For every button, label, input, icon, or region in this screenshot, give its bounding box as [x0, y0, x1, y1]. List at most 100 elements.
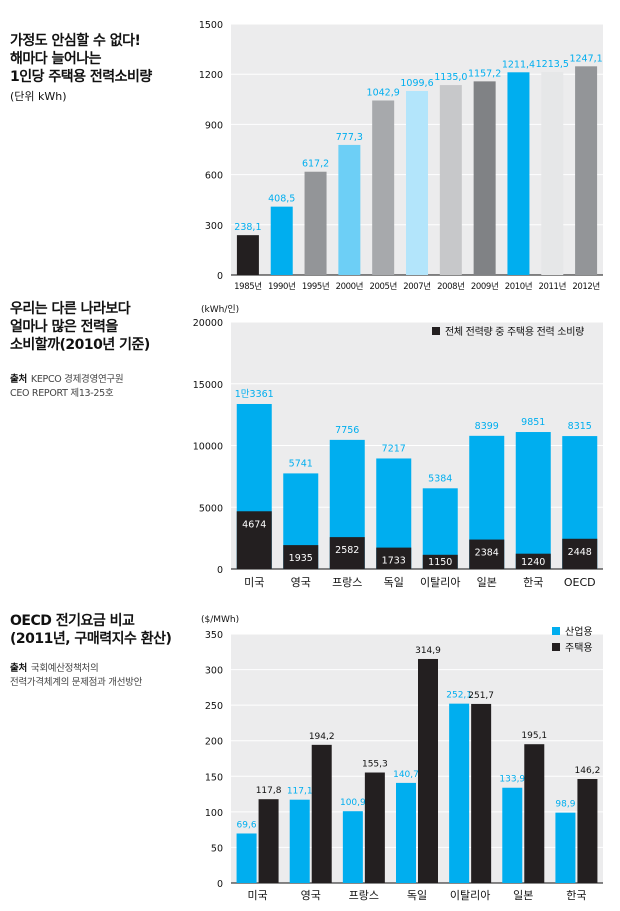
chart3-bar-residential — [418, 658, 438, 883]
chart1-y-tick-label: 1200 — [199, 70, 223, 81]
chart1-bar — [473, 81, 496, 275]
chart3-data-label: 98,9 — [555, 800, 575, 810]
chart1-bar — [507, 72, 530, 276]
chart3-title-line: OECD 전기요금 비교 — [10, 613, 135, 629]
chart2-x-tick-label: 프랑스 — [332, 576, 362, 589]
chart2-residential-bar — [422, 554, 458, 569]
chart2-legend-swatch — [432, 327, 440, 335]
chart3-x-tick-label: 독일 — [407, 888, 427, 902]
chart3-source: 출처 국회예산정책처의 전력가격체계의 문제점과 개선방안 — [10, 662, 142, 690]
chart3-x-tick-label: 영국 — [301, 889, 321, 902]
chart1-bar — [372, 100, 395, 275]
chart2-y-unit: (kWh/인) — [201, 304, 239, 315]
chart3-data-label: 140,7 — [393, 770, 419, 780]
chart3-source-line: 전력가격체계의 문제점과 개선방안 — [10, 677, 143, 688]
chart3-legend-swatch — [552, 643, 560, 651]
chart3-bar-industrial — [289, 799, 310, 883]
chart1-data-label: 777,3 — [336, 132, 363, 143]
chart2-y-tick-label: 20000 — [193, 318, 223, 329]
chart1-y-tick-label: 300 — [205, 221, 223, 232]
chart3-bar-residential — [311, 744, 332, 883]
chart2-x-tick-label: 일본 — [477, 575, 497, 589]
chart3-data-label: 195,1 — [521, 731, 547, 741]
chart2-residential-label: 4674 — [242, 519, 266, 530]
chart1-bar — [541, 71, 564, 275]
chart3-data-label: 252,1 — [446, 691, 472, 701]
chart2-title-line: 소비할까(2010년 기준) — [10, 337, 150, 353]
chart1-title-line: 1인당 주택용 전력소비량 — [10, 69, 152, 85]
chart1-x-tick-label: 2010년 — [505, 281, 532, 292]
chart3-x-tick-label: 한국 — [566, 889, 586, 902]
chart2-y-tick-label: 0 — [217, 565, 223, 576]
chart2-source-line: KEPCO 경제경영연구원 — [30, 374, 124, 385]
chart2-x-tick-label: 영국 — [291, 576, 311, 589]
chart1-data-label: 1247,1 — [569, 53, 602, 64]
chart3-bar-industrial — [502, 787, 523, 883]
chart3-source-label: 출처 — [10, 663, 27, 674]
chart1-x-tick-label: 2005년 — [369, 281, 396, 292]
chart1-data-label: 1042,9 — [367, 87, 400, 98]
chart1-data-label: 408,5 — [268, 194, 295, 205]
chart3-bar-industrial — [555, 812, 576, 883]
chart2-residential-bar — [236, 511, 272, 569]
chart1-y-tick-label: 900 — [205, 120, 223, 131]
chart3-data-label: 194,2 — [309, 732, 335, 742]
chart3-y-tick-label: 250 — [205, 701, 223, 712]
chart1-y-tick-label: 0 — [217, 271, 223, 282]
chart1-bar — [270, 206, 293, 275]
chart3-source-line: 국회예산정책처의 — [30, 663, 99, 674]
chart3-legend-label: 산업용 — [565, 625, 593, 638]
chart1-data-label: 617,2 — [302, 159, 329, 170]
chart1-title-line: 해마다 늘어나는 — [10, 51, 102, 67]
chart2-residential-bar — [376, 547, 412, 569]
chart1-x-tick-label: 1990년 — [268, 281, 295, 292]
chart3-y-tick-label: 100 — [205, 808, 223, 819]
chart3-bar-residential — [258, 799, 279, 883]
chart2-residential-label: 1935 — [289, 553, 313, 564]
chart2-total-label: 1만3361 — [235, 389, 274, 400]
chart3-title: OECD 전기요금 비교 (2011년, 구매력지수 환산) — [10, 612, 172, 648]
chart1-x-tick-label: 1985년 — [234, 281, 261, 292]
chart2-source-label: 출처 — [10, 374, 27, 385]
chart1-title-line: 가정도 안심할 수 없다! — [10, 33, 141, 49]
chart2-residential-bar — [469, 539, 505, 569]
chart2-title: 우리는 다른 나라보다 얼마나 많은 전력을 소비할까(2010년 기준) — [10, 300, 150, 354]
chart1-x-tick-label: 2007년 — [403, 281, 430, 292]
chart2-source-line: CEO REPORT 제13-25호 — [10, 388, 114, 399]
chart2-country-consumption: (kWh/인) 0 5000 10000 15000 20000 전체 전력량 중 주택용 … — [193, 304, 603, 589]
chart3-data-label: 100,9 — [340, 798, 366, 808]
chart3-y-tick-label: 350 — [205, 630, 223, 641]
chart2-source: 출처 KEPCO 경제경영연구원 CEO REPORT 제13-25호 — [10, 373, 124, 401]
chart1-data-label: 1213,5 — [536, 59, 569, 70]
chart1-x-tick-label: 2011년 — [539, 281, 566, 292]
chart3-bar-industrial — [236, 833, 257, 883]
chart2-residential-label: 2448 — [568, 547, 592, 558]
chart1-bar — [406, 91, 428, 275]
chart3-y-unit: ($/MWh) — [201, 615, 239, 625]
chart3-x-tick-label: 일본 — [513, 888, 533, 902]
chart3-data-label: 146,2 — [575, 766, 601, 776]
chart1-bar — [338, 144, 361, 275]
chart3-y-tick-label: 150 — [205, 772, 223, 783]
chart1-residential-per-capita: 0 300 600 900 1200 1500 238,1 1985년 408,5 1990년 61… — [199, 20, 603, 292]
chart2-x-tick-label: 독일 — [384, 575, 404, 589]
chart1-data-label: 1157,2 — [468, 68, 501, 79]
chart3-plot-area — [231, 634, 603, 883]
chart2-residential-bar — [515, 553, 551, 569]
chart3-data-label: 117,8 — [256, 786, 282, 796]
chart2-total-label: 8315 — [568, 421, 592, 432]
chart3-y-tick-label: 50 — [211, 843, 223, 854]
chart2-residential-bar — [562, 538, 598, 569]
chart3-x-tick-label: 프랑스 — [349, 889, 379, 902]
chart2-residential-label: 1150 — [428, 557, 452, 568]
chart1-y-tick-label: 1500 — [199, 20, 223, 31]
chart1-data-label: 1099,6 — [400, 78, 433, 89]
chart2-total-label: 5741 — [289, 458, 313, 469]
chart3-bar-residential — [471, 703, 492, 883]
chart2-residential-bar — [283, 545, 319, 569]
chart2-y-tick-label: 5000 — [199, 503, 223, 514]
chart2-x-tick-label: 이탈리아 — [420, 576, 460, 589]
chart2-total-label: 8399 — [475, 421, 499, 432]
chart3-x-tick-label: 미국 — [247, 889, 267, 902]
chart3-data-label: 69,6 — [237, 820, 257, 830]
